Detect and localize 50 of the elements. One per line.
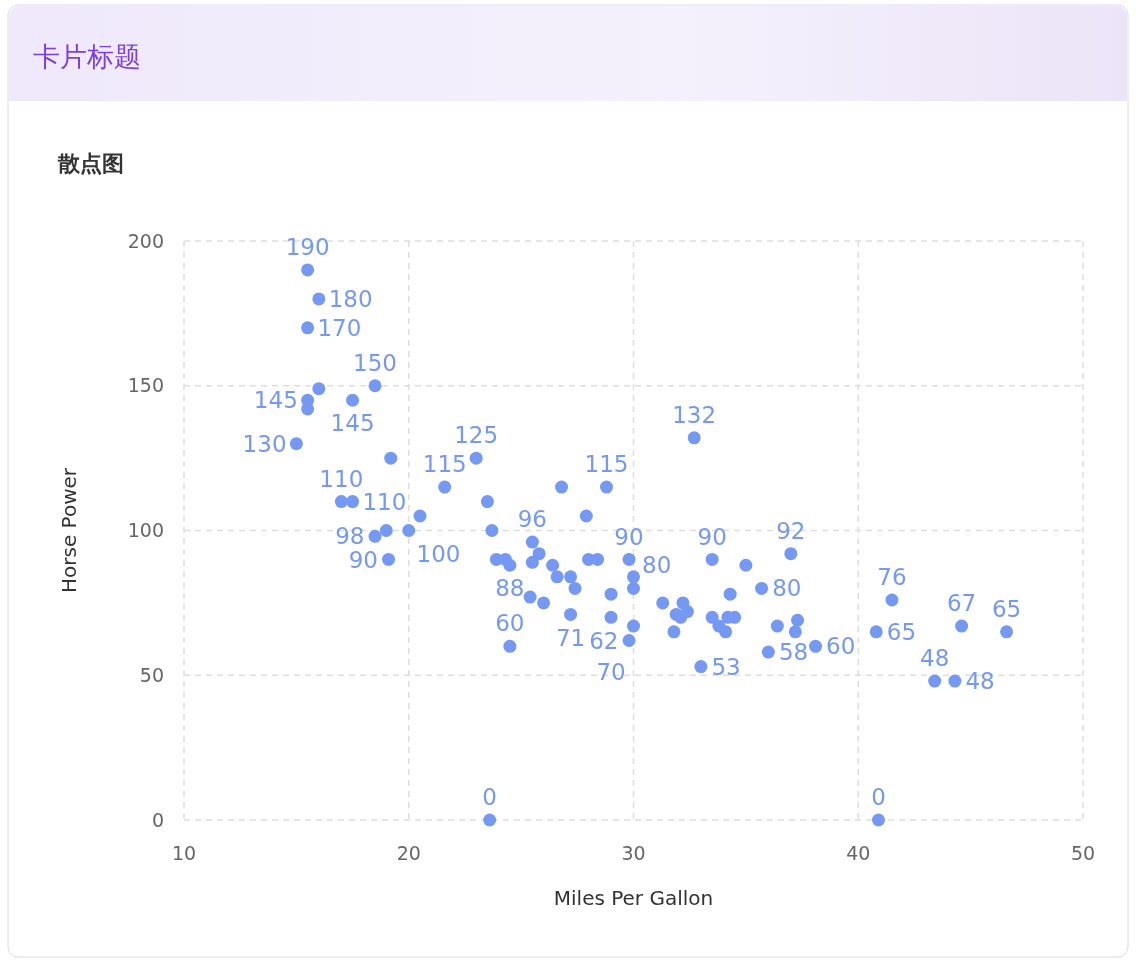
data-label: 145 [330,410,375,437]
data-label: 110 [319,465,364,492]
data-label: 96 [517,506,547,533]
data-label: 62 [589,627,619,654]
data-label: 110 [362,488,407,515]
data-label: 180 [328,285,373,312]
data-label: 58 [778,639,809,666]
data-label: 190 [285,234,330,260]
data-label: 115 [584,451,629,478]
y-tick-label: 0 [151,808,164,831]
data-label: 90 [614,523,644,550]
data-label: 65 [991,595,1022,622]
x-tick-label: 40 [846,842,871,864]
data-label: 125 [454,422,499,449]
x-axis-title: Miles Per Gallon [553,886,714,910]
x-tick-label: 50 [1070,842,1096,864]
data-label: 80 [642,552,672,579]
data-label: 76 [877,564,907,591]
data-label: 132 [672,401,717,428]
data-label: 53 [711,653,741,680]
data-label: 100 [416,540,461,567]
data-label: 90 [697,523,727,550]
data-label: 60 [826,633,856,660]
x-tick-label: 10 [171,842,197,864]
data-label: 150 [353,349,397,376]
data-label: 0 [871,784,886,811]
data-label: 48 [920,645,950,672]
data-label: 0 [482,784,497,811]
data-label: 170 [317,314,362,341]
data-label: 88 [495,575,525,602]
data-label: 70 [596,659,626,686]
y-tick-label: 50 [139,663,164,686]
y-tick-label: 200 [127,229,164,252]
data-label: 80 [772,575,802,602]
y-axis-title: Horse Power [57,467,81,594]
data-label: 65 [886,618,917,645]
data-label: 48 [965,668,995,695]
x-tick-label: 30 [621,842,646,864]
chart-title: 卡片标题 [33,41,141,72]
data-label: 60 [495,610,525,637]
chart-subtitle: 散点图 [57,151,124,176]
data-label: 67 [946,590,977,617]
data-label: 145 [253,387,298,414]
y-tick-label: 150 [127,374,164,397]
y-tick-label: 100 [127,519,164,542]
data-label: 130 [242,430,287,457]
data-label: 115 [422,451,467,478]
data-label: 71 [555,624,586,651]
x-tick-label: 20 [396,842,421,864]
data-label: 92 [776,517,806,544]
